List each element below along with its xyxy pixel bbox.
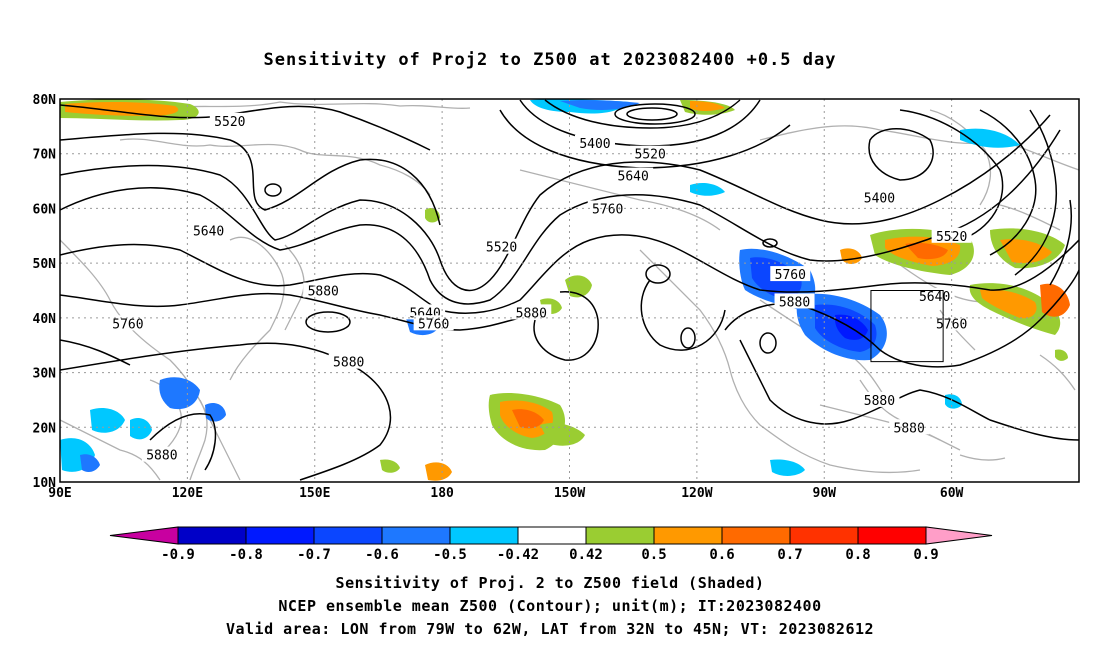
contour-label: 5520 <box>209 112 250 130</box>
lat-tick-label: 30N <box>33 367 57 382</box>
colorbar-box <box>857 526 927 545</box>
colorbar-tick-label: 0.9 <box>913 547 938 563</box>
lat-tick-label: 20N <box>33 421 57 436</box>
colorbar-tick-label: 0.42 <box>569 547 603 563</box>
contour-label-text: 5400 <box>864 191 895 206</box>
contour-label: 5520 <box>630 145 671 163</box>
contour-label: 5640 <box>188 222 229 239</box>
contour-label: 5880 <box>141 446 182 464</box>
lon-tick-label: 120W <box>681 486 712 501</box>
contour-label-text: 5880 <box>308 285 339 300</box>
colorbar-arrow-left <box>109 526 179 545</box>
colorbar-box <box>721 526 791 545</box>
contour-label: 5640 <box>613 167 654 185</box>
contour-label: 5760 <box>931 315 972 332</box>
lat-tick-label: 60N <box>33 202 57 217</box>
colorbar-tick-label: 0.5 <box>641 547 666 563</box>
caption-shaded: Sensitivity of Proj. 2 to Z500 field (Sh… <box>335 574 765 592</box>
contour-label-text: 5520 <box>214 115 245 130</box>
colorbar-box <box>177 526 247 545</box>
contour-label-text: 5760 <box>112 317 143 332</box>
colorbar-tick-label: -0.7 <box>297 547 331 563</box>
map-area: 5520 5400 5520 5640 5760 5640 5520 5400 5520 5760… <box>33 93 1080 501</box>
contour-label-text: 5400 <box>579 137 610 152</box>
lon-tick-label: 60W <box>940 486 964 501</box>
colorbar-arrow-right <box>925 526 993 545</box>
contour-label: 5880 <box>303 282 344 300</box>
contour-label: 5400 <box>574 134 615 152</box>
contour-label-text: 5760 <box>775 268 806 283</box>
colorbar-tick-label: 0.8 <box>845 547 870 563</box>
contour-label: 5880 <box>511 304 552 321</box>
contour-label-text: 5640 <box>919 290 950 305</box>
contour-label: 5400 <box>859 189 900 206</box>
contour-label-text: 5880 <box>516 306 547 321</box>
lat-tick-label: 10N <box>33 476 57 491</box>
colorbar-box <box>653 526 723 545</box>
contour-label: 5880 <box>859 391 900 409</box>
lat-tick-label: 50N <box>33 257 57 272</box>
contour-label-text: 5760 <box>936 317 967 332</box>
contour-labels: 5520 5400 5520 5640 5760 5640 5520 5400 5520 5760… <box>107 112 972 464</box>
contour-label: 5760 <box>107 315 148 332</box>
lon-tick-label: 150W <box>554 486 585 501</box>
contour-label: 5640 <box>914 287 955 305</box>
contour-label: 5760 <box>770 266 811 283</box>
colorbar-tick-label: 0.6 <box>709 547 734 563</box>
contour-label-text: 5520 <box>635 148 666 163</box>
colorbar-box <box>381 526 451 545</box>
z500-contours <box>60 99 1079 481</box>
axis-labels: 90E 120E 150E 180 150W 120W 90W 60W 10N 20N 30N 40N… <box>33 93 964 501</box>
colorbar-tick-label: -0.8 <box>229 547 263 563</box>
contour-label-text: 5880 <box>779 295 810 310</box>
contour-label-text: 5640 <box>618 170 649 185</box>
grid-lines <box>60 99 1079 482</box>
contour-label-text: 5880 <box>333 356 364 371</box>
caption-contour: NCEP ensemble mean Z500 (Contour); unit(… <box>278 597 822 615</box>
colorbar-tick-label: -0.42 <box>497 547 539 563</box>
contour-label: 5520 <box>931 227 972 245</box>
chart-title: Sensitivity of Proj2 to Z500 at 20230824… <box>263 50 837 70</box>
caption-valid-area: Valid area: LON from 79W to 62W, LAT fro… <box>225 620 875 638</box>
colorbar-box <box>245 526 315 545</box>
colorbar-tick-label: -0.6 <box>365 547 399 563</box>
lon-tick-label: 150E <box>299 486 330 501</box>
map-border <box>59 98 1080 483</box>
contour-label-text: 5880 <box>146 449 177 464</box>
contour-label: 5880 <box>328 353 369 371</box>
valid-area-box <box>870 290 944 363</box>
lon-tick-label: 120E <box>172 486 203 501</box>
contour-label-text: 5640 <box>193 224 224 239</box>
lat-tick-label: 80N <box>33 93 57 108</box>
contour-label-text: 5760 <box>592 202 623 217</box>
contour-label-text: 5880 <box>894 421 925 436</box>
contour-label: 5760 <box>413 315 454 332</box>
contour-label-text: 5760 <box>418 317 449 332</box>
contour-label-text: 5880 <box>864 394 895 409</box>
contour-label: 5880 <box>889 419 930 436</box>
colorbar-tick-label: 0.7 <box>777 547 802 563</box>
colorbar-box <box>517 526 587 545</box>
colorbar-tick-label: -0.5 <box>433 547 467 563</box>
lat-tick-label: 40N <box>33 312 57 327</box>
contour-label-text: 5520 <box>486 241 517 256</box>
contour-label: 5880 <box>774 293 815 310</box>
contour-label: 5520 <box>481 238 522 256</box>
colorbar-tick-label: -0.9 <box>161 547 195 563</box>
colorbar: -0.9 -0.8 -0.7 -0.6 -0.5 -0.42 0.42 0.5 0.6 0.7 0.… <box>109 526 993 563</box>
lon-tick-label: 90W <box>813 486 837 501</box>
colorbar-box <box>789 526 859 545</box>
colorbar-box <box>585 526 655 545</box>
lon-tick-label: 180 <box>430 486 454 501</box>
colorbar-box <box>449 526 519 545</box>
lon-tick-label: 90E <box>48 486 71 501</box>
lat-tick-label: 70N <box>33 148 57 163</box>
colorbar-box <box>313 526 383 545</box>
